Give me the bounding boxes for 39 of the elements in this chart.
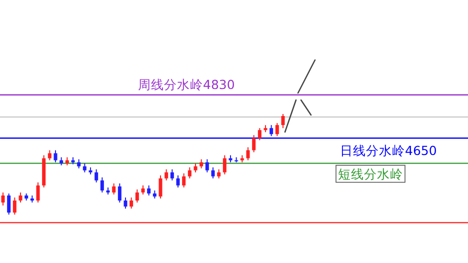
candlestick xyxy=(124,197,128,210)
candlestick xyxy=(222,154,226,175)
candlestick xyxy=(188,166,192,179)
ref-line-label: 周线分水岭4830 xyxy=(138,76,235,92)
candlestick xyxy=(48,150,52,161)
candlestick xyxy=(200,158,204,169)
candlestick xyxy=(77,158,81,169)
candlestick xyxy=(246,146,250,161)
candlestick xyxy=(18,192,22,204)
candlestick xyxy=(1,192,5,206)
candlestick xyxy=(176,174,180,188)
candlestick xyxy=(275,122,279,137)
ref-line-label: 日线分水岭4650 xyxy=(340,143,437,158)
candlestick xyxy=(118,182,122,204)
candlestick xyxy=(182,172,186,188)
candlestick xyxy=(281,114,285,129)
candlestick xyxy=(205,158,209,173)
candlestick xyxy=(170,168,174,181)
candlestick xyxy=(258,128,262,141)
candlestick xyxy=(7,192,11,216)
ref-line-label: 短线分水岭 xyxy=(338,166,403,182)
candlestick xyxy=(112,182,116,195)
candlestick xyxy=(270,124,274,137)
candlestick xyxy=(141,184,145,195)
candlestick xyxy=(217,168,221,179)
candlestick xyxy=(130,197,134,210)
candlestick xyxy=(147,184,151,196)
candlestick xyxy=(211,166,215,179)
candlestick xyxy=(36,182,40,204)
candlestick xyxy=(94,168,98,183)
candlestick xyxy=(54,150,58,163)
candlestick xyxy=(135,188,139,204)
candlestick xyxy=(164,168,168,181)
candlestick xyxy=(82,162,86,173)
candlestick xyxy=(100,176,104,193)
candlestick xyxy=(12,197,16,216)
candlestick xyxy=(158,174,162,200)
candlestick xyxy=(252,134,256,153)
candlestick xyxy=(194,162,198,173)
